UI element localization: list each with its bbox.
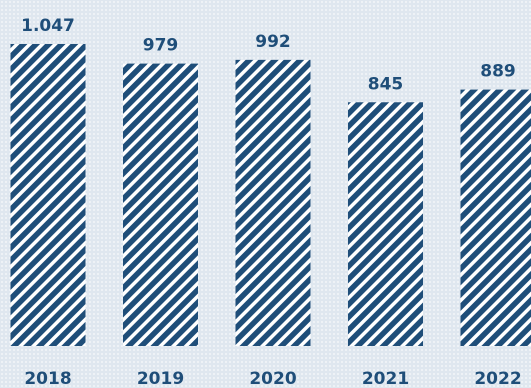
value-label-2021: 845 xyxy=(368,74,404,94)
x-tick-label-2019: 2019 xyxy=(137,369,184,388)
bar-2018 xyxy=(10,44,86,346)
value-label-2018: 1.047 xyxy=(21,16,75,36)
bars-group xyxy=(10,44,531,346)
bar-2021 xyxy=(348,102,423,346)
value-label-2022: 889 xyxy=(480,62,516,82)
x-tick-label-2020: 2020 xyxy=(249,369,296,388)
value-labels-group: 1.047 979 992 845 889 xyxy=(21,16,516,94)
x-tick-label-2022: 2022 xyxy=(474,369,521,388)
bar-2020 xyxy=(235,59,311,346)
bar-2019 xyxy=(123,63,198,346)
value-label-2019: 979 xyxy=(143,36,179,56)
value-label-2020: 992 xyxy=(255,32,291,52)
bar-2022 xyxy=(460,89,531,346)
x-tick-labels-group: 2018 2019 2020 2021 2022 xyxy=(24,369,521,388)
x-tick-label-2021: 2021 xyxy=(362,369,409,388)
x-tick-label-2018: 2018 xyxy=(24,369,71,388)
